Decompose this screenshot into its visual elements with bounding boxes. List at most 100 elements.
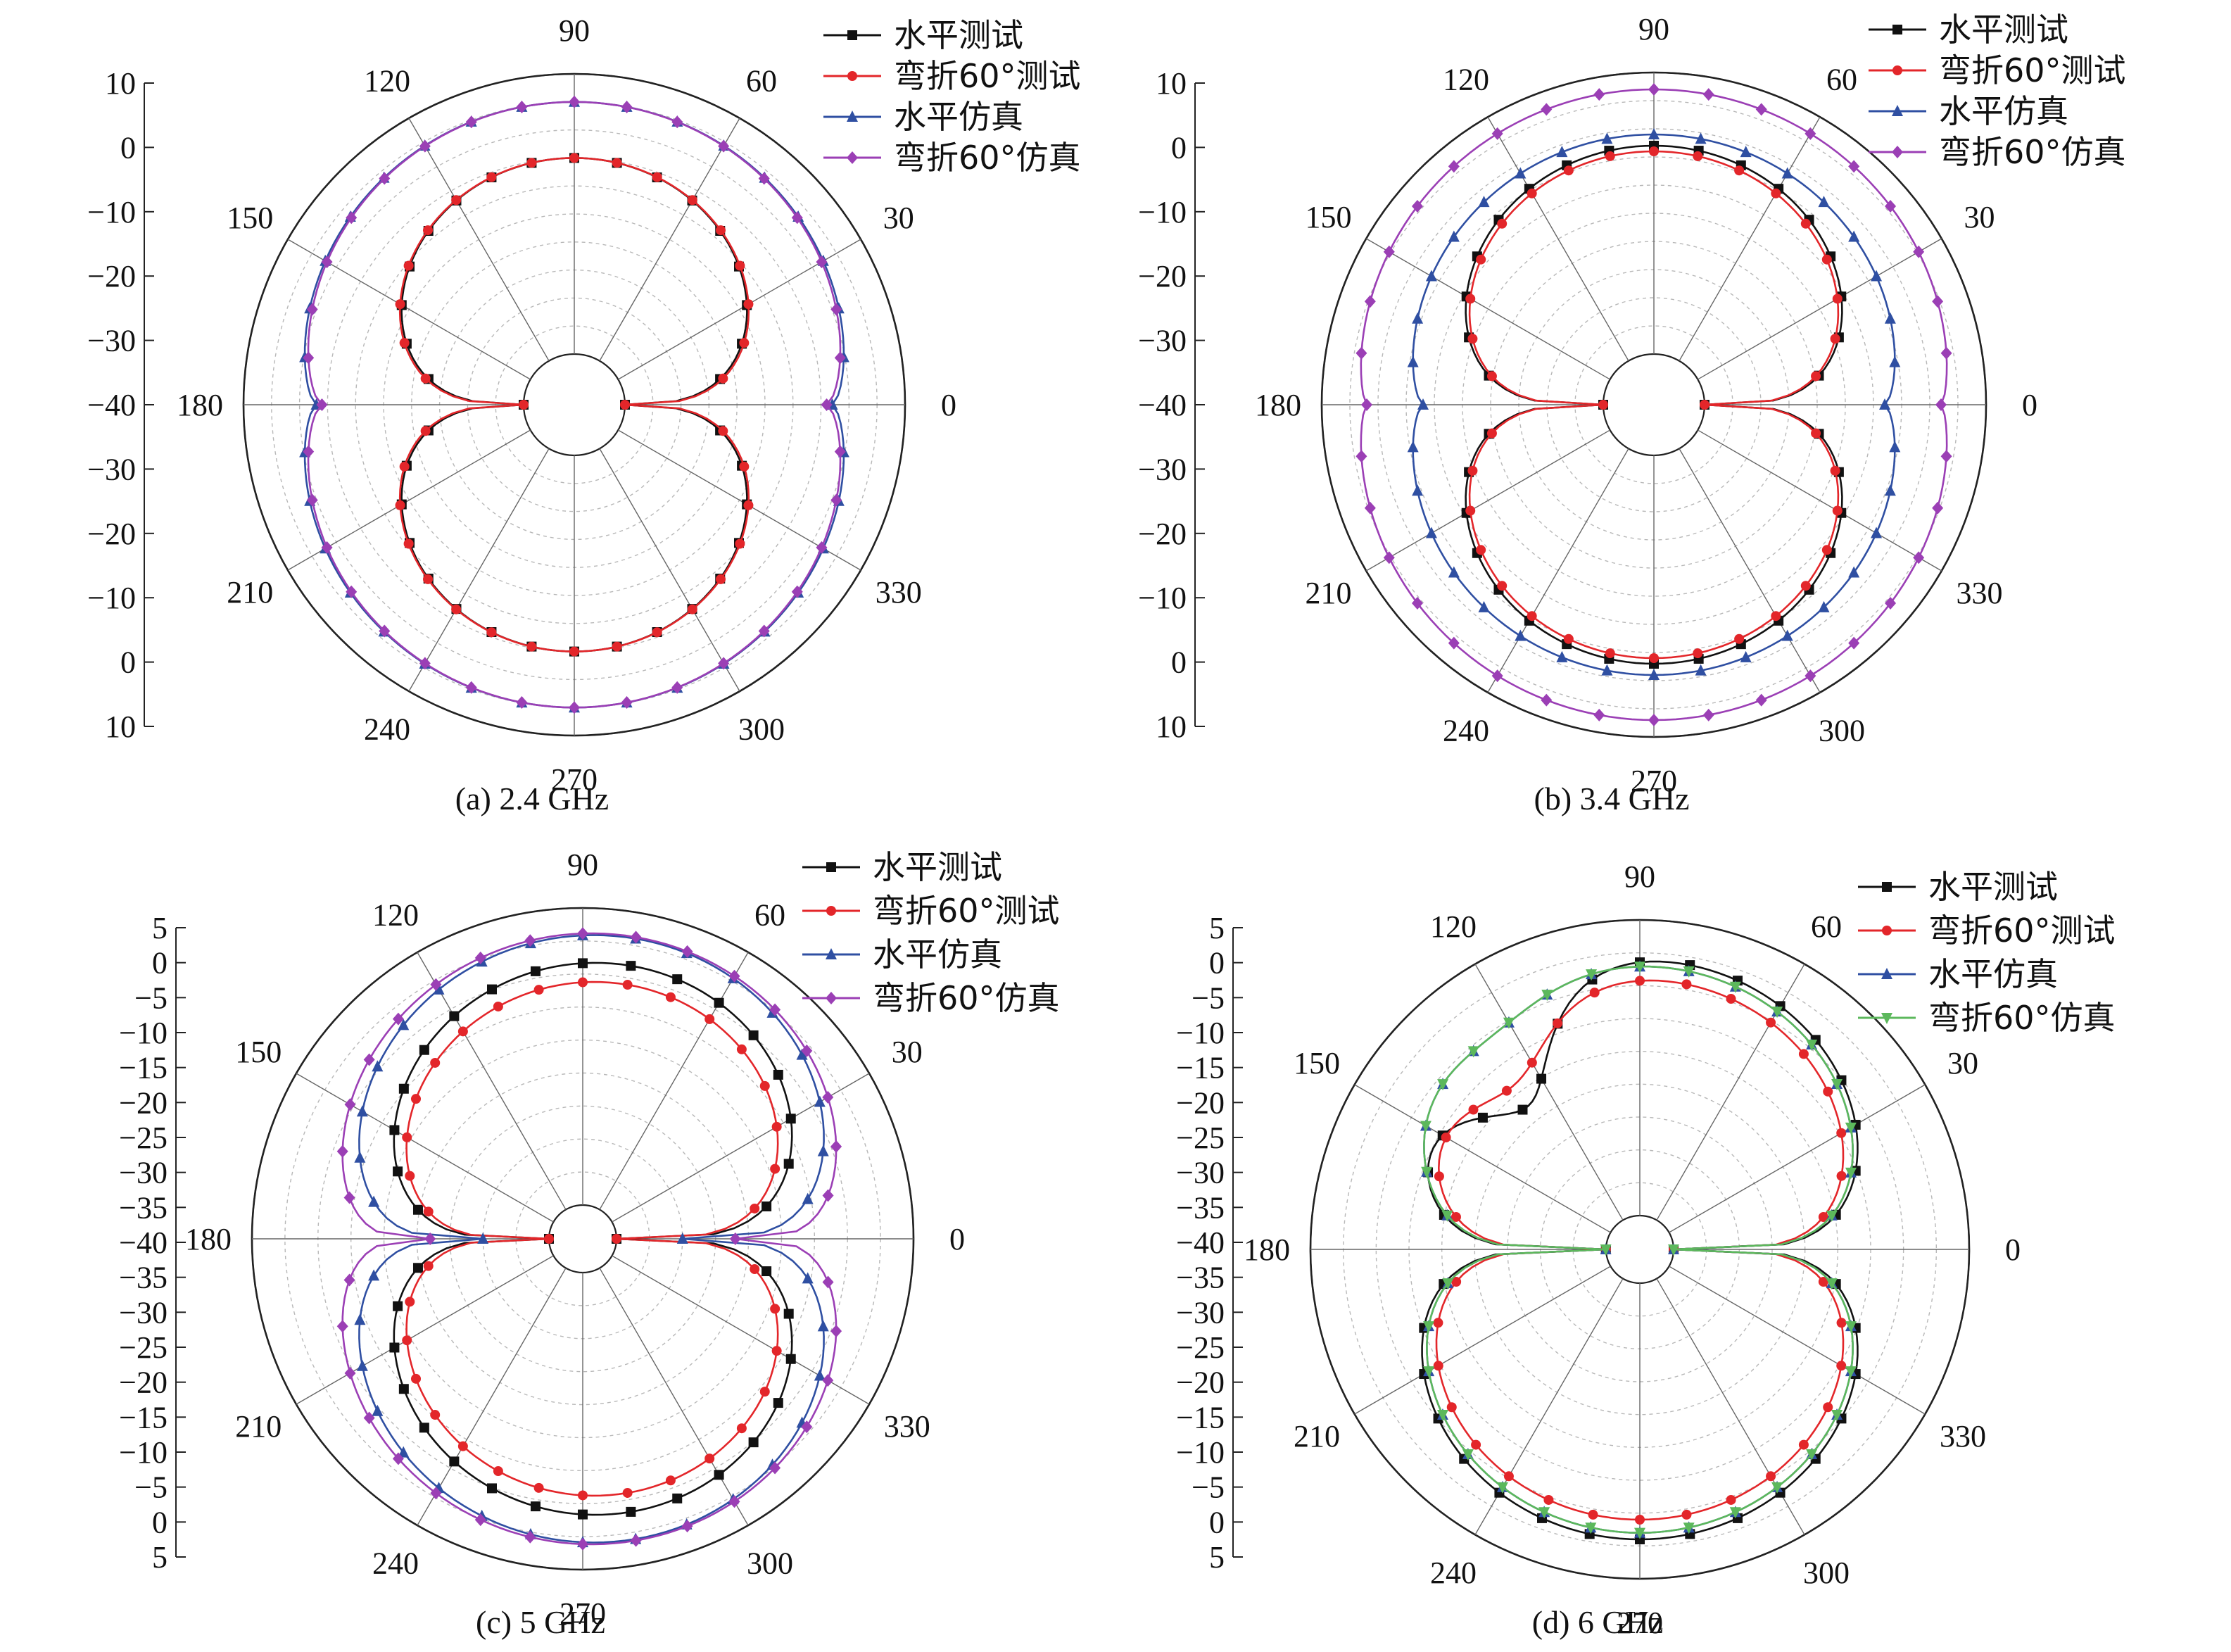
data-point: [477, 1232, 489, 1244]
data-point: [578, 958, 588, 969]
data-point: [830, 493, 842, 507]
data-point: [1805, 669, 1816, 683]
data-point: [402, 1132, 412, 1142]
legend-swatch-marker: [1892, 105, 1903, 116]
data-point: [814, 1095, 826, 1107]
legend-entry: 水平仿真: [1869, 92, 2068, 130]
series-4: [303, 95, 846, 714]
data-point: [652, 627, 662, 638]
angle-tick-label: 150: [1294, 1046, 1340, 1080]
data-point: [1446, 1402, 1457, 1413]
data-point: [652, 172, 662, 182]
data-point: [1805, 127, 1816, 140]
radial-tick-label: 10: [105, 66, 136, 101]
polar-ring: [1605, 1214, 1675, 1285]
legend-entry: 水平测试: [1869, 11, 2068, 49]
data-point: [1885, 200, 1897, 213]
data-point: [671, 115, 683, 129]
data-point: [1503, 1471, 1514, 1482]
radial-tick-label: 10: [1156, 66, 1187, 101]
data-point: [516, 696, 528, 710]
data-point: [1668, 1244, 1679, 1256]
data-point: [834, 351, 846, 365]
data-point: [671, 681, 683, 694]
data-point: [1806, 1040, 1818, 1052]
data-point: [398, 1019, 410, 1030]
data-point: [1434, 1171, 1444, 1182]
data-point: [1648, 714, 1660, 726]
legend-entry: 弯折60°测试: [802, 892, 1060, 930]
legend-label: 弯折60°测试: [894, 57, 1081, 95]
data-point: [1845, 1321, 1857, 1333]
data-point: [822, 1090, 834, 1104]
data-point: [1355, 450, 1367, 463]
data-point: [306, 303, 318, 316]
data-point: [368, 1269, 380, 1281]
data-point: [402, 1335, 412, 1346]
data-point: [729, 1232, 741, 1245]
data-point: [1515, 629, 1527, 641]
data-point: [1771, 188, 1781, 198]
data-point: [612, 158, 622, 168]
polar-spoke: [296, 1073, 554, 1223]
data-point: [303, 445, 315, 458]
radial-tick-label: −40: [87, 388, 136, 422]
data-point: [354, 1313, 366, 1325]
data-point: [748, 1437, 759, 1448]
data-point: [1695, 132, 1707, 144]
legend-label: 水平仿真: [894, 98, 1023, 136]
angle-tick-label: 240: [1443, 713, 1489, 748]
legend-label: 弯折60°测试: [1928, 912, 2116, 950]
data-point: [451, 604, 462, 614]
data-point: [1476, 545, 1486, 555]
data-point: [1478, 196, 1490, 208]
data-point: [516, 100, 528, 113]
radial-tick-label: 5: [152, 1540, 168, 1575]
legend-swatch-marker: [1892, 65, 1902, 75]
data-point: [1425, 270, 1437, 282]
data-point: [1845, 1366, 1857, 1378]
data-point: [569, 646, 579, 657]
legend-swatch-marker: [826, 862, 836, 872]
radial-tick-label: −20: [119, 1366, 168, 1400]
radial-tick-label: 10: [1156, 710, 1187, 744]
data-point: [1491, 127, 1503, 140]
radial-tick-label: −30: [1138, 324, 1187, 358]
data-point: [1433, 1361, 1443, 1371]
angle-tick-label: 300: [1803, 1556, 1850, 1590]
data-point: [716, 574, 726, 584]
polar-panel-2: 0 30 60 90 120 150 180 210 240 270 300 330 10 0 −10 −20…: [1138, 11, 2125, 816]
data-point: [398, 1083, 409, 1094]
angle-tick-label: 210: [1294, 1419, 1340, 1454]
data-point: [486, 627, 497, 638]
data-point: [518, 400, 529, 410]
data-point: [433, 983, 445, 995]
data-point: [743, 299, 754, 310]
data-point: [728, 1495, 740, 1508]
radial-tick-label: −20: [1176, 1085, 1225, 1120]
data-point: [1361, 398, 1372, 411]
data-point: [1826, 1278, 1838, 1290]
data-point: [1598, 400, 1608, 410]
data-point: [1740, 650, 1752, 662]
radial-tick-label: −40: [1138, 388, 1187, 422]
data-point: [822, 1275, 834, 1289]
data-point: [1541, 990, 1553, 1002]
polar-spoke: [417, 952, 567, 1210]
data-point: [681, 945, 693, 958]
angle-tick-label: 270: [560, 1596, 606, 1631]
data-point: [773, 1069, 783, 1080]
data-point: [1383, 551, 1395, 565]
angle-tick-label: 90: [567, 847, 598, 882]
polar-spoke: [1487, 448, 1629, 693]
data-point: [533, 1482, 544, 1493]
data-point: [816, 256, 828, 269]
legend-entry: 弯折60°仿真: [802, 979, 1060, 1017]
data-point: [1848, 160, 1860, 173]
data-point: [343, 1191, 355, 1204]
radial-tick-label: −15: [1176, 1051, 1225, 1085]
data-point: [770, 1304, 780, 1314]
data-point: [430, 1487, 442, 1500]
angle-tick-label: 60: [754, 897, 785, 932]
legend-swatch-marker: [847, 111, 858, 122]
